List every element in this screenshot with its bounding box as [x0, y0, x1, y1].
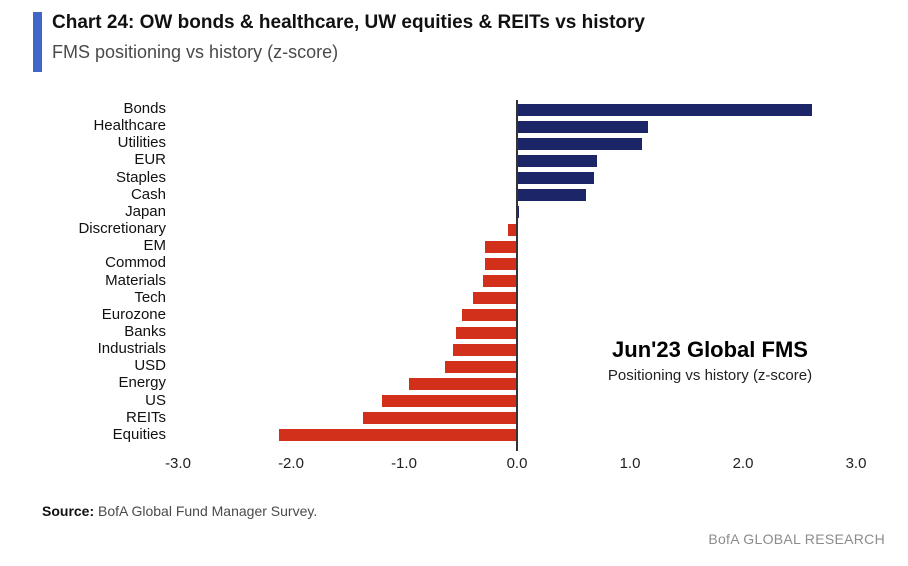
bar-eur — [518, 155, 598, 168]
category-label: Materials — [105, 271, 166, 289]
bar-industrials — [452, 343, 516, 356]
category-label: Japan — [125, 202, 166, 220]
chart-header: Chart 24: OW bonds & healthcare, UW equi… — [33, 10, 893, 72]
bar-em — [485, 240, 516, 253]
source-text: BofA Global Fund Manager Survey. — [94, 503, 318, 519]
bar-commod — [485, 257, 516, 270]
annotation-title: Jun'23 Global FMS — [612, 337, 808, 362]
category-label: Eurozone — [101, 305, 166, 323]
chart-subtitle: FMS positioning vs history (z-score) — [52, 42, 339, 62]
chart-annotation: Jun'23 Global FMS Positioning vs history… — [555, 337, 865, 387]
source-line: Source: BofA Global Fund Manager Survey. — [42, 503, 317, 519]
category-label: EM — [143, 237, 167, 255]
bar-japan — [518, 206, 520, 219]
x-axis-tick-label: 3.0 — [845, 455, 867, 472]
bar-tech — [473, 292, 516, 305]
category-label: EUR — [134, 151, 166, 169]
annotation-subtitle: Positioning vs history (z-score) — [607, 367, 813, 384]
bar-materials — [483, 275, 516, 288]
category-label: REITs — [125, 408, 166, 426]
bar-energy — [408, 377, 516, 390]
bar-healthcare — [518, 120, 648, 133]
category-label: Healthcare — [93, 117, 166, 135]
zero-axis-line — [516, 100, 518, 451]
category-label: US — [145, 391, 166, 409]
bar-reits — [363, 412, 516, 425]
category-label: Cash — [130, 185, 166, 203]
bar-banks — [456, 326, 516, 339]
bar-cash — [518, 189, 586, 202]
category-label: Utilities — [117, 134, 166, 152]
category-label: USD — [134, 357, 166, 375]
bar-discretionary — [508, 223, 516, 236]
x-axis-tick-label: 1.0 — [619, 455, 641, 472]
category-label: Commod — [105, 254, 166, 272]
category-label: Bonds — [123, 100, 166, 117]
category-label: Energy — [118, 374, 166, 392]
bar-eurozone — [461, 309, 516, 322]
x-axis-tick-label: -1.0 — [391, 455, 417, 472]
category-label: Tech — [134, 288, 166, 306]
title-block: Chart 24: OW bonds & healthcare, UW equi… — [52, 10, 893, 65]
bar-us — [381, 395, 516, 408]
bar-chart-plot-area: Jun'23 Global FMS Positioning vs history… — [0, 95, 908, 485]
category-label: Banks — [124, 322, 166, 340]
source-label: Source: — [42, 503, 95, 519]
bar-equities — [278, 429, 516, 442]
brand-footer: BofA GLOBAL RESEARCH — [708, 531, 885, 547]
category-label: Discretionary — [78, 220, 166, 238]
bar-utilities — [518, 137, 643, 150]
category-label: Industrials — [97, 340, 166, 358]
category-label: Equities — [112, 425, 166, 443]
x-axis-tick-label: 2.0 — [732, 455, 754, 472]
bar-bonds — [518, 103, 812, 116]
x-axis-tick-label: -2.0 — [278, 455, 304, 472]
title-accent-bar — [33, 12, 42, 72]
bar-usd — [444, 360, 516, 373]
bar-staples — [518, 172, 594, 185]
category-label: Staples — [115, 168, 166, 186]
chart-title: Chart 24: OW bonds & healthcare, UW equi… — [52, 12, 645, 33]
x-axis-tick-label: 0.0 — [506, 455, 528, 472]
x-axis-tick-label: -3.0 — [165, 455, 191, 472]
